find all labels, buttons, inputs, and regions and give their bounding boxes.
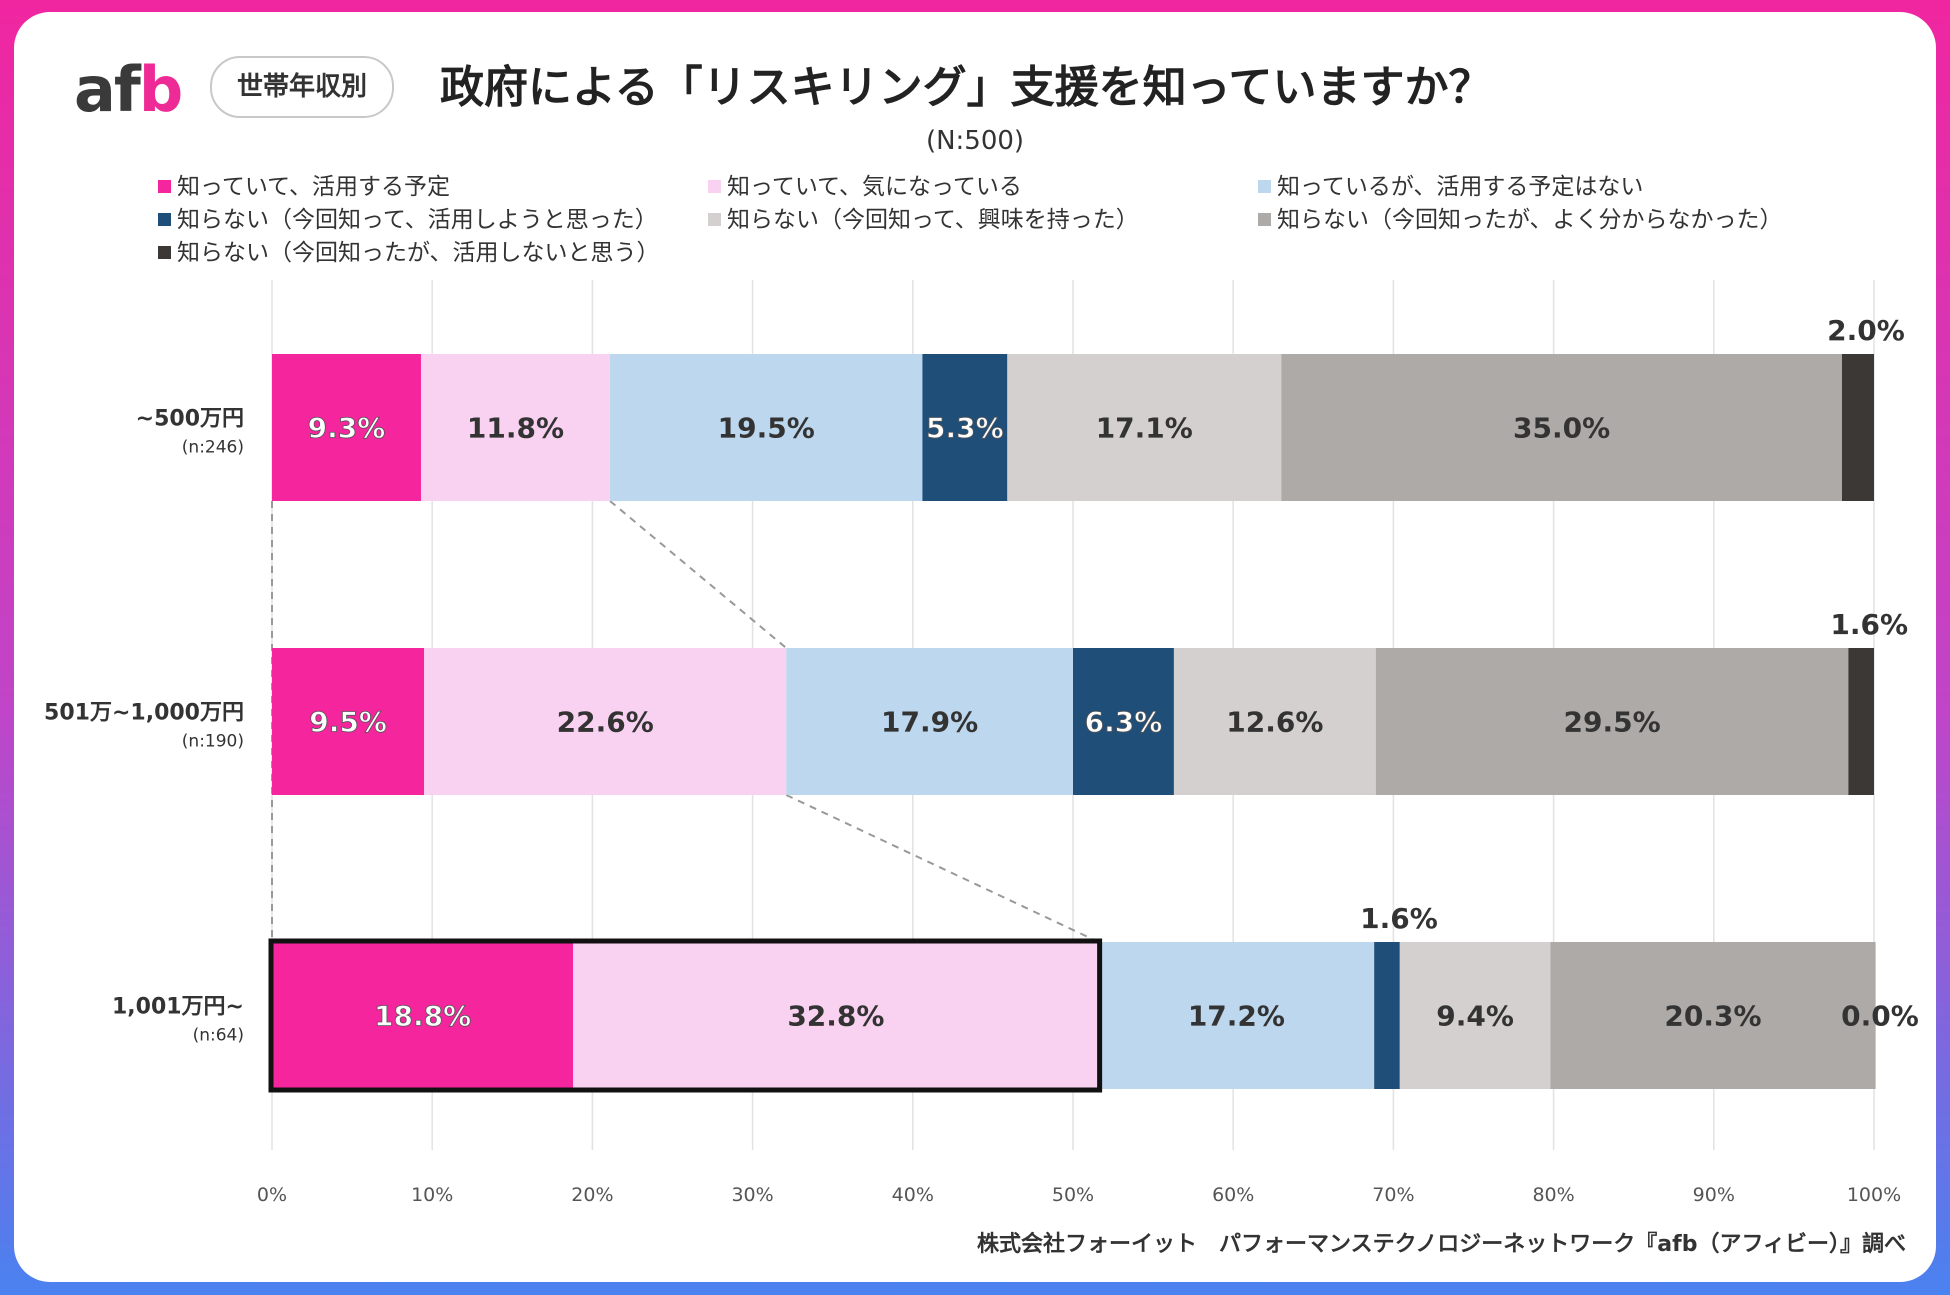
data-label: 20.3%	[1664, 1000, 1761, 1033]
data-label: 17.2%	[1188, 1000, 1285, 1033]
data-label: 0.0%	[1841, 1000, 1919, 1033]
bar-segment	[420, 354, 611, 501]
bar-segment	[1073, 648, 1174, 795]
legend-item-2: 知っていて、気になっている	[708, 172, 1022, 202]
legend-swatch	[1258, 213, 1271, 226]
x-axis-ticks: 0% 10% 20% 30% 40% 50% 60% 70% 80% 90% 100%	[257, 1184, 1901, 1206]
x-tick-label: 90%	[1693, 1184, 1735, 1206]
legend-swatch	[708, 213, 721, 226]
bar-segment	[272, 354, 421, 501]
legend-label: 知らない（今回知ったが、活用しないと思う）	[177, 240, 660, 266]
legend-item-3: 知っているが、活用する予定はない	[1258, 172, 1643, 202]
bar-segment	[610, 354, 923, 501]
data-label: 17.9%	[881, 706, 978, 739]
category-label: ~500万円	[136, 407, 244, 432]
x-tick-label: 50%	[1052, 1184, 1094, 1206]
source-credit: 株式会社フォーイット パフォーマンステクノロジーネットワーク『afb（アフィビー…	[977, 1232, 1906, 1257]
data-label: 17.1%	[1096, 412, 1193, 445]
x-tick-label: 20%	[571, 1184, 613, 1206]
bar-segment	[1098, 942, 1375, 1089]
connector-line	[785, 794, 1100, 943]
x-tick-label: 70%	[1372, 1184, 1414, 1206]
bar-segment	[272, 648, 425, 795]
data-label: 19.5%	[718, 412, 815, 445]
x-tick-label: 0%	[257, 1184, 287, 1206]
x-tick-label: 30%	[731, 1184, 773, 1206]
legend-label: 知っていて、気になっている	[727, 174, 1022, 200]
bar-segment	[1374, 942, 1400, 1089]
bar-segment	[1399, 942, 1551, 1089]
category-count: (n:64)	[193, 1026, 244, 1046]
legend-label: 知らない（今回知ったが、よく分からなかった）	[1277, 207, 1783, 233]
legend-item-7: 知らない（今回知ったが、活用しないと思う）	[158, 238, 660, 268]
legend-item-6: 知らない（今回知ったが、よく分からなかった）	[1258, 205, 1783, 235]
legend-label: 知っていて、活用する予定	[177, 174, 451, 200]
category-count: (n:246)	[182, 438, 244, 458]
legend-item-5: 知らない（今回知って、興味を持った）	[708, 205, 1139, 235]
data-label: 2.0%	[1827, 314, 1905, 347]
legend-label: 知らない（今回知って、興味を持った）	[727, 207, 1139, 233]
legend-swatch	[158, 180, 171, 193]
bar-segment	[786, 648, 1073, 795]
legend-swatch	[158, 246, 171, 259]
bar-segment	[1550, 942, 1876, 1089]
data-labels: 9.3% 11.8% 19.5% 5.3% 17.1% 35.0% 2.0% 9.5% 22.6…	[307, 314, 1919, 1033]
legend-item-4: 知らない（今回知って、活用しようと思った）	[158, 205, 658, 235]
bar-segment	[922, 354, 1008, 501]
data-label: 35.0%	[1513, 412, 1610, 445]
highlight-box	[268, 938, 1103, 1093]
bar-segment	[573, 942, 1099, 1089]
bar-segment	[1841, 354, 1874, 501]
legend-item-1: 知っていて、活用する予定	[158, 172, 450, 202]
highlight-group	[268, 938, 1103, 1093]
data-label: 22.6%	[557, 706, 654, 739]
bar-segment	[272, 942, 574, 1089]
category-badge: 世帯年収別	[210, 56, 394, 118]
bar-segment	[1848, 648, 1874, 795]
legend-swatch	[158, 213, 171, 226]
legend-swatch	[1258, 180, 1271, 193]
data-label: 9.3%	[308, 412, 386, 445]
category-labels: ~500万円 (n:246) 501万~1,000万円 (n:190) 1,001万円~…	[44, 407, 244, 1046]
data-label: 9.5%	[309, 706, 387, 739]
data-label: 12.6%	[1226, 706, 1323, 739]
legend-label: 知っているが、活用する予定はない	[1277, 174, 1644, 200]
category-count: (n:190)	[182, 732, 244, 752]
connector-lines	[271, 500, 1100, 943]
x-tick-label: 60%	[1212, 1184, 1254, 1206]
afb-logo: afb	[74, 52, 183, 128]
bar-segment	[424, 648, 787, 795]
data-label: 1.6%	[1830, 608, 1908, 641]
data-label: 5.3%	[926, 412, 1004, 445]
category-label: 501万~1,000万円	[44, 701, 244, 726]
x-tick-label: 100%	[1847, 1184, 1901, 1206]
bar-segment	[1281, 354, 1842, 501]
logo-text-af: af	[74, 53, 141, 126]
data-label: 11.8%	[467, 412, 564, 445]
logo-text-b: b	[138, 53, 183, 126]
bars	[272, 354, 1876, 1089]
data-label: 32.8%	[787, 1000, 884, 1033]
data-label: 18.8%	[374, 1000, 471, 1033]
connector-line	[609, 500, 787, 649]
x-tick-label: 80%	[1532, 1184, 1574, 1206]
legend-label: 知らない（今回知って、活用しようと思った）	[177, 207, 658, 233]
category-label: 1,001万円~	[112, 995, 244, 1020]
data-label: 29.5%	[1564, 706, 1661, 739]
bar-segment	[1007, 354, 1282, 501]
data-label: 1.6%	[1360, 902, 1438, 935]
legend-swatch	[708, 180, 721, 193]
data-label: 9.4%	[1436, 1000, 1514, 1033]
chart-title: 政府による「リスキリング」支援を知っていますか？	[440, 62, 1493, 113]
data-label: 6.3%	[1085, 706, 1163, 739]
bar-segment	[1173, 648, 1376, 795]
sample-size: (N:500)	[925, 126, 1025, 156]
bar-segment	[1375, 648, 1849, 795]
x-tick-label: 10%	[411, 1184, 453, 1206]
x-tick-label: 40%	[892, 1184, 934, 1206]
